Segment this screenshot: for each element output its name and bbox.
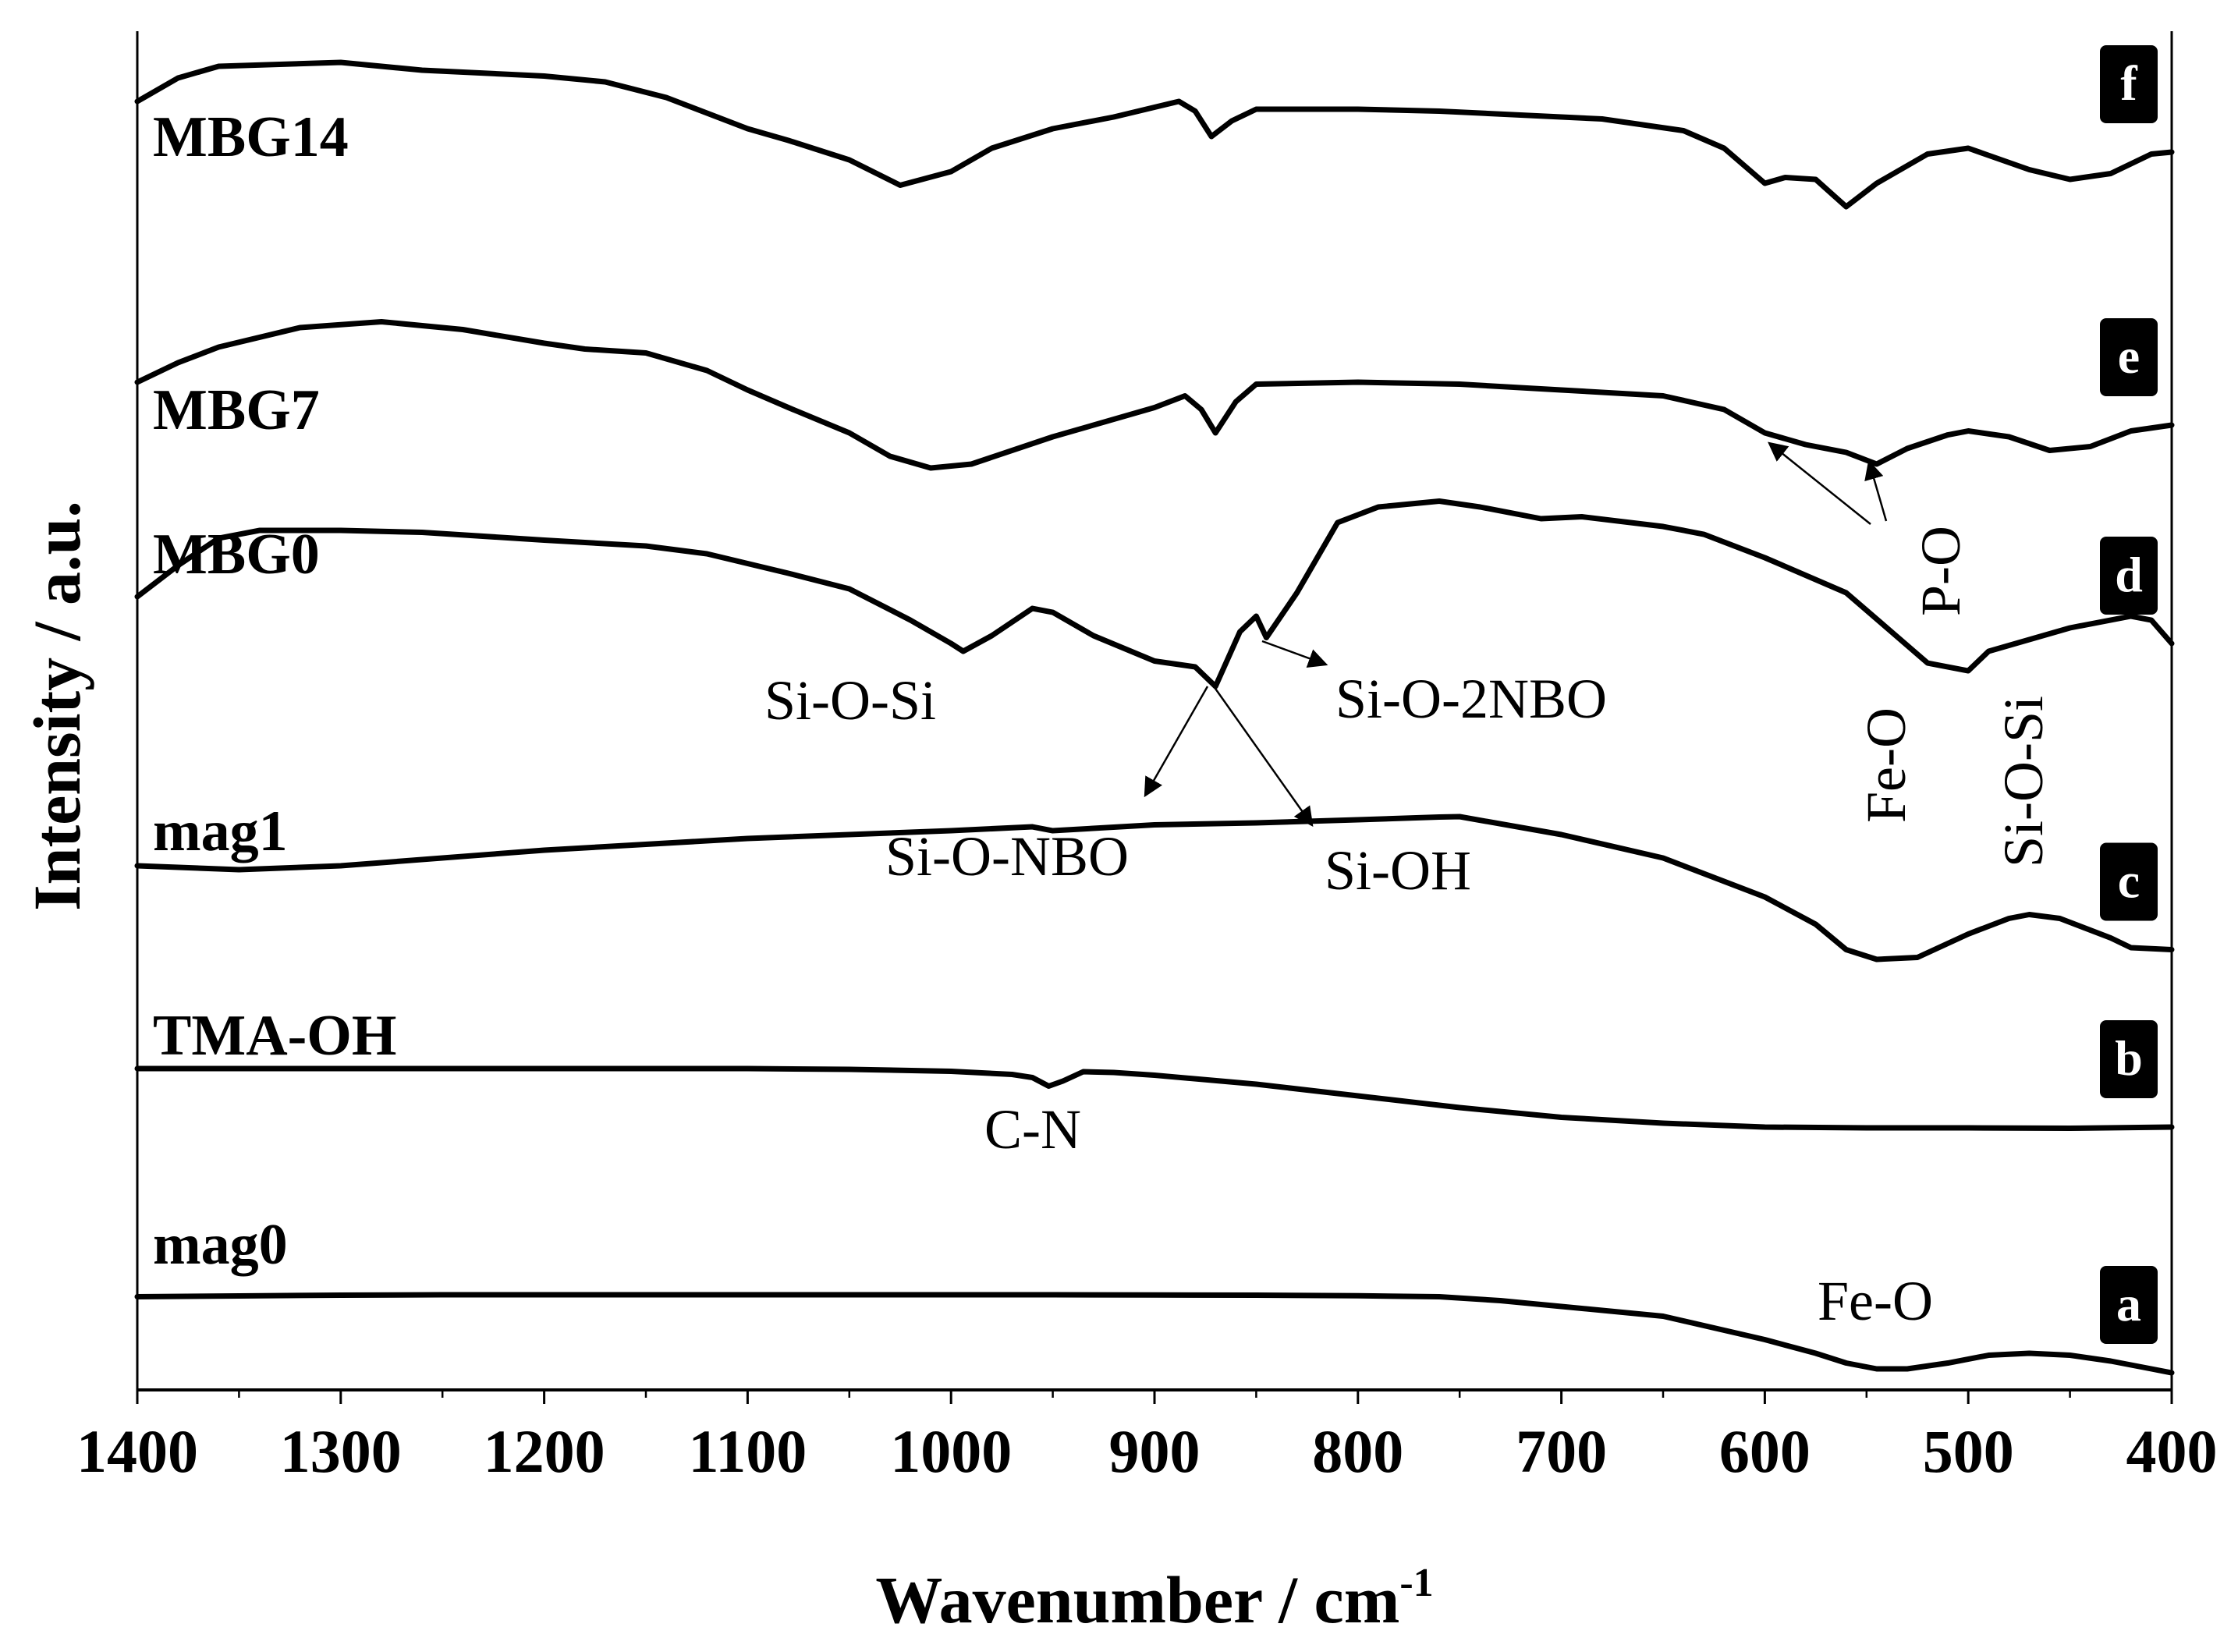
x-tick-label: 1400	[76, 1417, 198, 1485]
series-label-mbg7: MBG7	[153, 378, 320, 442]
series-line-tma-oh	[134, 1065, 2175, 1131]
series-badge-letter-e: e	[2118, 328, 2140, 384]
annotation-p-o-vertical: P-O	[1910, 526, 1972, 616]
x-axis-title: Wavenumber / cm-1	[875, 1561, 1433, 1637]
series-label-mbg0: MBG0	[153, 523, 320, 587]
series-badge-a	[2100, 1266, 2158, 1344]
series-label-mag0: mag0	[153, 1213, 288, 1277]
annotation-si-o-si-vertical: Si-O-Si	[1992, 696, 2055, 867]
arrow-si-o-nbo	[1144, 686, 1209, 798]
series-badge-letter-c: c	[2118, 853, 2140, 909]
arrow-p-o-right	[1864, 459, 1888, 522]
x-tick-label: 800	[1312, 1417, 1403, 1485]
series-line-mbg7	[134, 319, 2175, 471]
series-labels: mag0 TMA-OH mag1 MBG0 MBG7 MBG14	[153, 105, 396, 1277]
series-badge-c	[2100, 842, 2158, 921]
series-badge-b	[2100, 1020, 2158, 1098]
annotation-si-o-nbo: Si-O-NBO	[885, 825, 1129, 888]
series-badges: a b c d e f	[2100, 45, 2158, 1344]
annotation-fe-o-vertical: Fe-O	[1855, 707, 1917, 823]
series-line-mag1	[134, 814, 2175, 962]
series-badge-d	[2100, 537, 2158, 615]
series-line-mag0	[134, 1292, 2175, 1376]
series-badge-letter-f: f	[2120, 55, 2137, 111]
series-badge-e	[2100, 318, 2158, 396]
x-ticks	[136, 1390, 2173, 1404]
annotation-si-o-2nbo: Si-O-2NBO	[1335, 668, 1607, 730]
series-badge-letter-d: d	[2115, 547, 2143, 602]
x-tick-label: 900	[1109, 1417, 1201, 1485]
arrow-p-o-left	[1768, 441, 1871, 525]
arrow-si-oh	[1212, 686, 1314, 828]
series-label-tma-oh: TMA-OH	[153, 1004, 396, 1068]
x-tick-label: 1000	[890, 1417, 1012, 1485]
x-tick-label: 1100	[689, 1417, 807, 1485]
series-badge-f	[2100, 45, 2158, 123]
x-tick-labels: 1400 1300 1200 1100 1000 900 800 700 600 500 400	[76, 1417, 2218, 1485]
annotation-si-o-si: Si-O-Si	[764, 669, 936, 732]
x-tick-label: 500	[1923, 1417, 2014, 1485]
series-label-mbg14: MBG14	[153, 105, 349, 169]
series-group	[134, 59, 2175, 1376]
x-tick-label: 400	[2126, 1417, 2218, 1485]
x-tick-label: 1300	[280, 1417, 402, 1485]
x-axis-title-superscript: -1	[1399, 1561, 1433, 1605]
annotation-fe-o-mag0: Fe-O	[1818, 1270, 1933, 1332]
series-line-mbg0	[134, 498, 2175, 690]
x-tick-label: 600	[1719, 1417, 1811, 1485]
series-badge-letter-a: a	[2116, 1276, 2141, 1331]
x-tick-label: 1200	[484, 1417, 605, 1485]
x-tick-label: 700	[1516, 1417, 1607, 1485]
series-badge-letter-b: b	[2115, 1030, 2143, 1086]
arrow-si-o-2nbo	[1261, 640, 1328, 668]
annotation-c-n: C-N	[984, 1098, 1081, 1161]
series-label-mag1: mag1	[153, 799, 288, 863]
y-axis-title: Intensity / a.u.	[20, 501, 94, 911]
series-line-mbg14	[134, 59, 2175, 210]
annotation-si-oh: Si-OH	[1325, 839, 1471, 902]
